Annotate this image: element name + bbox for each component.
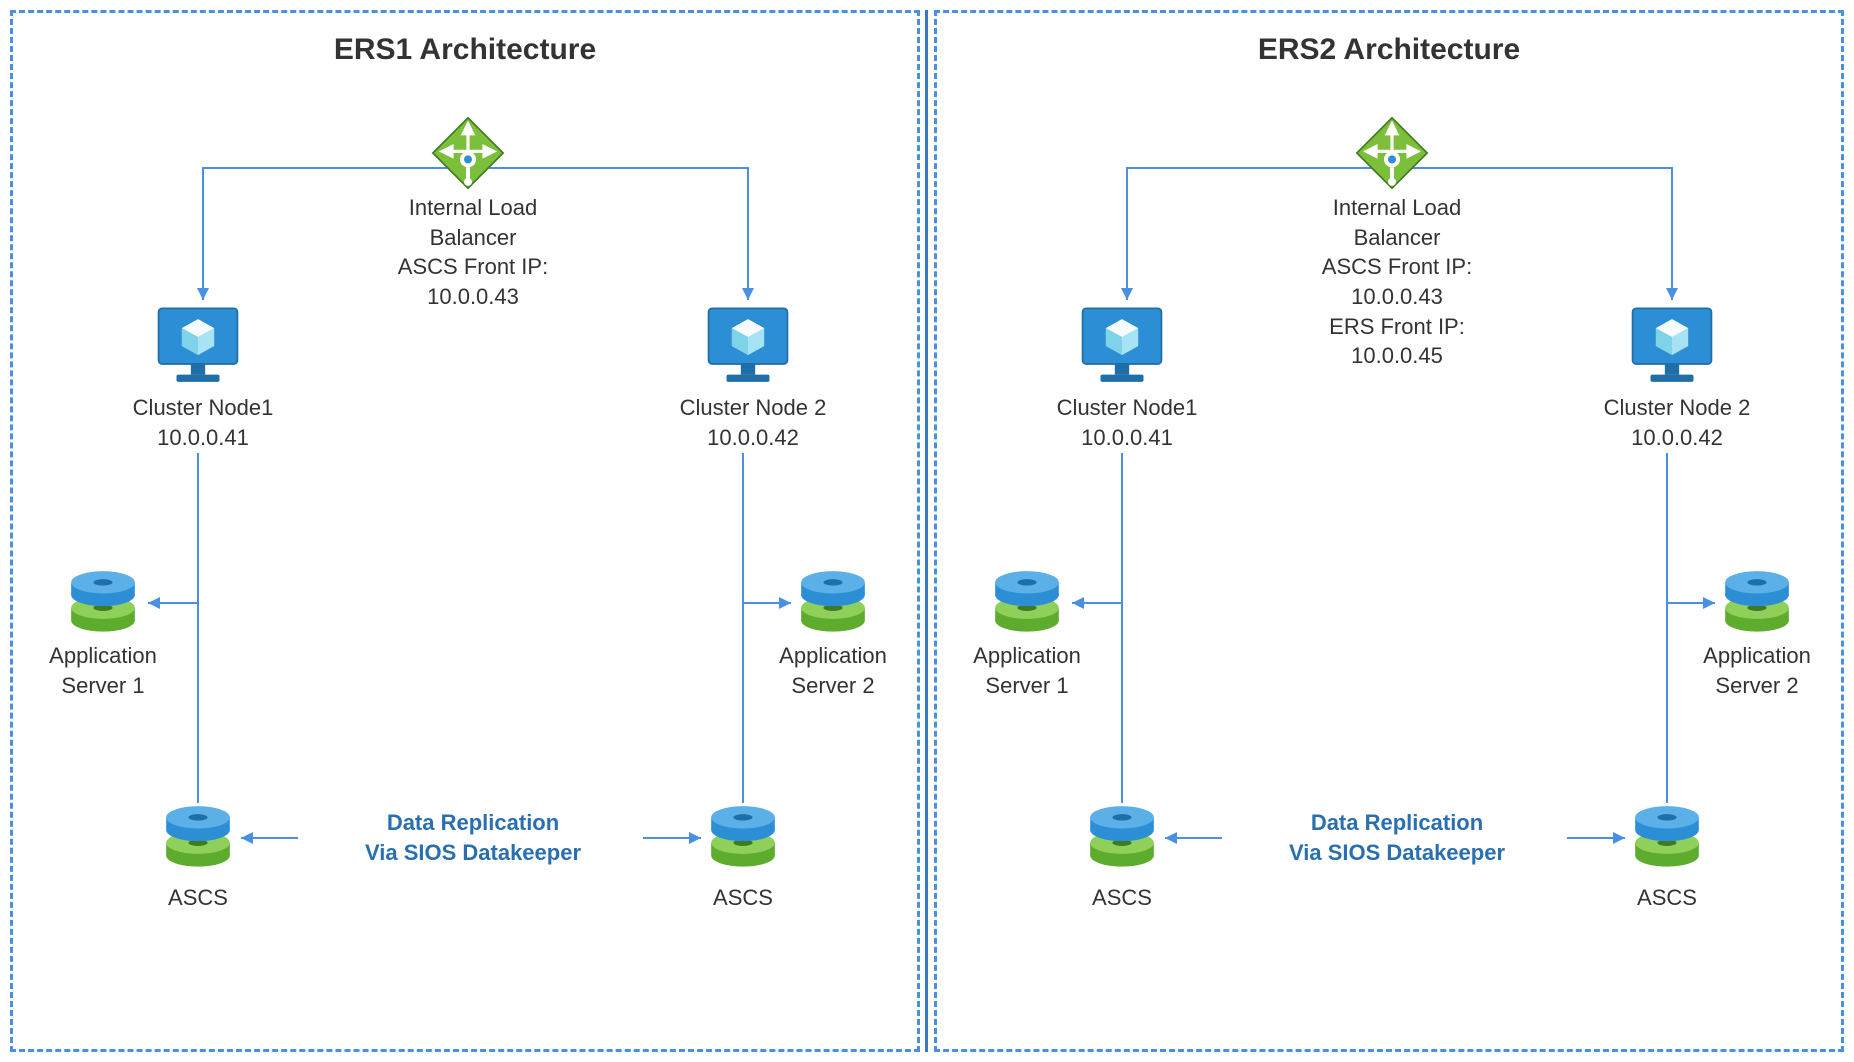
app-server1-disk-icon [987,568,1067,643]
panel-ers2: ERS2 Architecture Internal LoadBalancerA… [934,10,1844,1052]
load-balancer-icon [428,113,508,198]
app-server2-label: ApplicationServer 2 [763,641,903,700]
ascs1-label: ASCS [143,883,253,913]
load-balancer-label: Internal LoadBalancerASCS Front IP:10.0.… [303,193,643,312]
ascs2-label: ASCS [1607,883,1727,913]
replication-label: Data ReplicationVia SIOS Datakeeper [1227,808,1567,867]
ascs2-label: ASCS [683,883,803,913]
replication-label: Data ReplicationVia SIOS Datakeeper [303,808,643,867]
load-balancer-label: Internal LoadBalancerASCS Front IP:10.0.… [1227,193,1567,371]
ascs1-disk-icon [158,803,238,878]
ascs1-label: ASCS [1067,883,1177,913]
panel-title: ERS2 Architecture [937,33,1841,67]
ascs1-disk-icon [1082,803,1162,878]
app-server1-label: ApplicationServer 1 [957,641,1097,700]
load-balancer-icon [1352,113,1432,198]
ascs2-disk-icon [1627,803,1707,878]
panel-title: ERS1 Architecture [13,33,917,67]
vm-node1-icon [1077,303,1167,394]
node2-label: Cluster Node 210.0.0.42 [1567,393,1787,452]
app-server2-disk-icon [1717,568,1797,643]
panel-separator [925,10,928,1052]
node2-label: Cluster Node 210.0.0.42 [643,393,863,452]
vm-node2-icon [1627,303,1717,394]
app-server1-label: ApplicationServer 1 [33,641,173,700]
app-server2-disk-icon [793,568,873,643]
node1-label: Cluster Node110.0.0.41 [103,393,303,452]
vm-node1-icon [153,303,243,394]
app-server2-label: ApplicationServer 2 [1687,641,1827,700]
vm-node2-icon [703,303,793,394]
panel-ers1: ERS1 Architecture Internal LoadBalancerA… [10,10,920,1052]
app-server1-disk-icon [63,568,143,643]
ascs2-disk-icon [703,803,783,878]
node1-label: Cluster Node110.0.0.41 [1027,393,1227,452]
